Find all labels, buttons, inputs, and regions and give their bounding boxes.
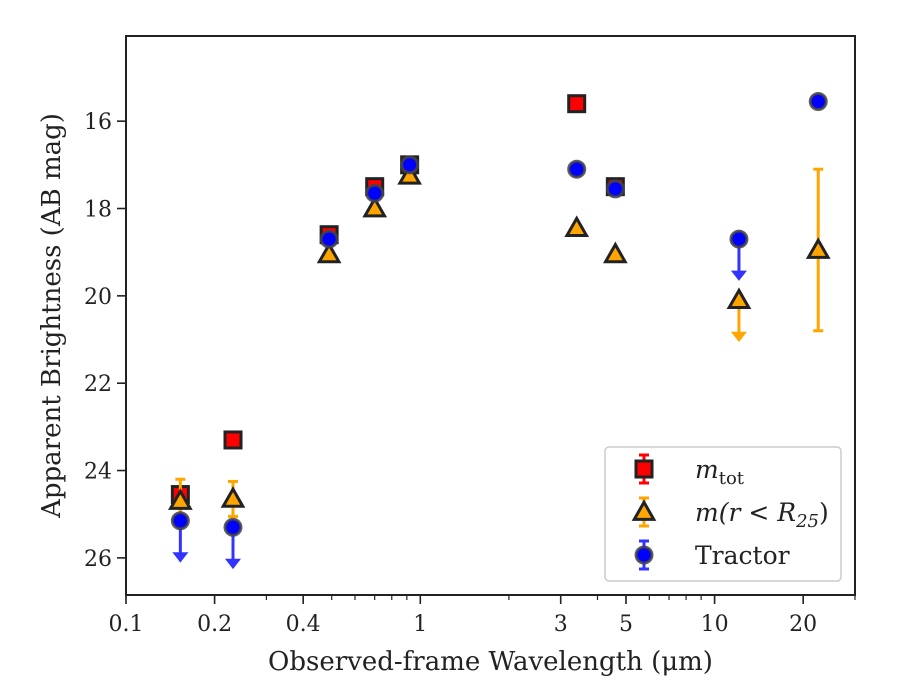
data-point xyxy=(805,237,831,259)
x-tick-label: 3 xyxy=(554,612,568,637)
series-triangle xyxy=(167,162,831,525)
x-tick-label: 10 xyxy=(701,612,729,637)
upper-limit-arrow-head xyxy=(730,331,747,343)
x-tick-label: 20 xyxy=(789,612,817,637)
data-point xyxy=(220,486,246,508)
data-point xyxy=(319,229,339,249)
data-point xyxy=(567,94,587,114)
data-point xyxy=(223,517,243,537)
data-point xyxy=(808,92,828,112)
y-tick-label: 16 xyxy=(84,110,112,135)
legend-entry: m(r < R25) xyxy=(631,496,829,532)
x-tick-label: 0.1 xyxy=(109,612,144,637)
data-point xyxy=(729,229,749,249)
upper-limit-arrow-head xyxy=(172,552,189,563)
upper-limit-arrow-head xyxy=(224,558,242,570)
x-tick-label: 0.2 xyxy=(197,612,232,637)
plot-frame xyxy=(125,35,856,596)
y-axis-label: Apparent Brightness (AB mag) xyxy=(37,113,67,519)
legend-marker xyxy=(634,545,654,565)
legend-frame xyxy=(604,446,842,582)
data-point xyxy=(605,179,625,199)
legend-label: m(r < R25) xyxy=(695,498,829,532)
legend: mtot m(r < R25) Tractor xyxy=(604,446,842,582)
x-tick-label: 1 xyxy=(413,612,427,637)
y-tick-label: 20 xyxy=(84,285,112,310)
data-point xyxy=(362,195,388,218)
x-tick-label: 5 xyxy=(619,612,633,637)
axis-ticks: 0.1 0.2 0.4 1 3 5 10 20 16 18 20 22 24 26 xyxy=(84,110,817,637)
data-point xyxy=(567,159,587,179)
legend-entry: Tractor xyxy=(634,539,790,571)
data-point xyxy=(564,215,590,237)
data-point xyxy=(397,162,422,185)
upper-limit-arrow-head xyxy=(730,270,747,281)
data-point xyxy=(602,241,628,264)
y-tick-label: 22 xyxy=(84,372,112,397)
series-circle xyxy=(170,92,828,570)
legend-entry: mtot xyxy=(634,453,745,489)
series-square xyxy=(170,94,625,505)
x-axis-label: Observed-frame Wavelength (μm) xyxy=(268,647,713,677)
data-point xyxy=(726,287,752,310)
legend-label: Tractor xyxy=(695,541,790,570)
x-tick-label: 0.4 xyxy=(286,612,321,637)
data-point xyxy=(365,183,385,203)
legend-marker xyxy=(634,459,654,479)
y-tick-label: 18 xyxy=(84,198,112,223)
data-marks xyxy=(167,92,831,570)
y-tick-label: 24 xyxy=(84,460,112,485)
data-point xyxy=(170,511,190,531)
data-point xyxy=(167,488,193,510)
legend-marker xyxy=(631,499,657,521)
data-point xyxy=(223,430,243,450)
data-point xyxy=(316,241,342,264)
y-tick-label: 26 xyxy=(84,547,112,572)
legend-label: mtot xyxy=(695,455,745,489)
data-point xyxy=(400,155,420,175)
